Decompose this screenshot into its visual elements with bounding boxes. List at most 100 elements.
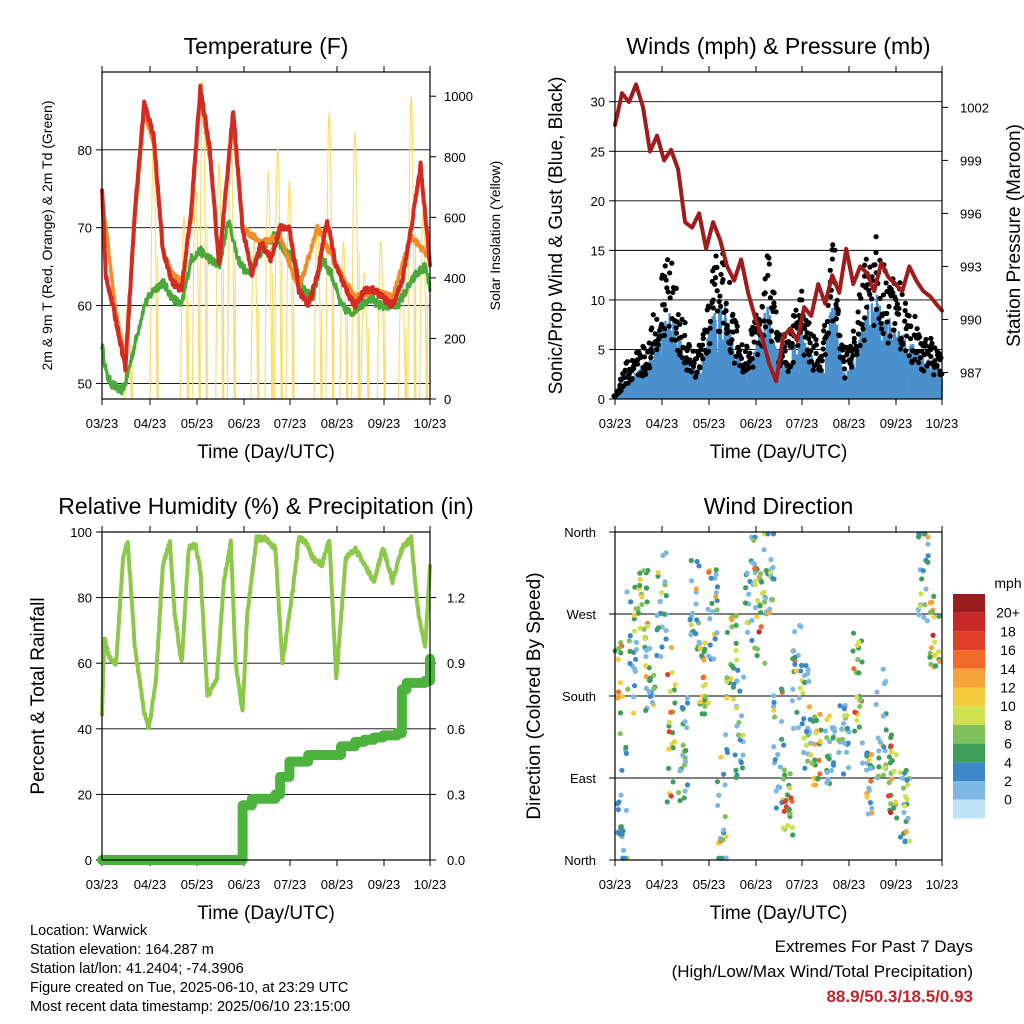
direction-point [651,672,657,678]
gust-point [749,356,755,362]
direction-point [627,660,633,667]
direction-point [917,603,923,610]
direction-point [927,609,934,616]
direction-point [639,601,645,608]
x-tick-label-2-2: 05/23 [693,416,726,431]
gust-point [624,359,631,365]
legend-swatch-9 [953,762,985,781]
direction-point [669,669,675,676]
direction-point [637,625,643,631]
direction-point [696,640,703,646]
y-tick-label-1-3: 80 [78,143,92,158]
direction-point [840,771,847,777]
direction-point [781,742,787,748]
direction-point [805,667,811,673]
direction-point [639,594,645,600]
gust-point [835,308,841,314]
gust-point [655,342,662,348]
direction-point [682,719,688,725]
direction-point [824,769,830,776]
gust-point [789,343,795,350]
direction-point [663,593,669,599]
direction-point [859,659,865,665]
y-axis-label-1: 2m & 9m T (Red, Orange) & 2m Td (Green) [39,101,55,371]
direction-point [749,637,755,644]
gust-point [863,256,869,262]
direction-point [810,718,816,724]
direction-point [616,645,622,652]
direction-point [720,771,727,777]
direction-point [778,718,785,725]
gust-point [677,321,683,327]
direction-point [881,680,888,687]
direction-point [927,654,933,660]
direction-point [777,784,783,790]
direction-point [740,752,746,758]
gust-point [766,261,772,267]
gust-point [807,340,813,346]
direction-point [777,764,783,770]
plot-border-2 [614,71,943,400]
solar-peak-9 [273,147,282,400]
direction-point [921,614,927,620]
direction-point [857,697,863,703]
direction-point [801,679,808,686]
gust-point [667,295,673,301]
direction-point [787,771,793,777]
x-tick-label-4-0: 03/23 [599,877,632,892]
gust-point [673,285,679,291]
direction-point [739,765,746,771]
gust-point [880,292,886,298]
gust-point [837,333,843,339]
direction-point [824,716,830,723]
extremes-subtitle: (High/Low/Max Wind/Total Precipitation) [671,962,973,981]
gust-point [862,262,868,268]
gust-point [819,358,825,364]
direction-point [714,607,720,613]
direction-point [631,694,637,700]
direction-point [735,667,741,673]
gust-point [793,307,799,313]
direction-point [830,735,836,741]
direction-point [637,582,643,589]
direction-point [788,795,794,801]
gust-point [830,242,836,248]
direction-point [824,735,830,741]
gust-point [892,320,898,327]
direction-point [803,728,810,735]
legend-swatch-6 [953,706,985,725]
direction-point [873,701,879,708]
gust-point [712,281,718,287]
gust-point [899,291,905,298]
direction-point [790,832,796,838]
direction-point [925,534,931,540]
gust-point [663,277,669,283]
gust-point [806,320,812,326]
direction-point [802,765,808,771]
gust-point [673,330,680,336]
direction-point [651,685,657,692]
direction-point [855,656,861,663]
x-tick-label-3-2: 05/23 [181,877,214,892]
gust-point [675,311,681,318]
direction-point [841,740,848,746]
y2-tick-label-1-3: 600 [444,210,466,225]
direction-point [814,776,821,782]
gust-point [896,305,902,312]
gust-point [859,321,865,328]
direction-point [888,809,894,816]
plot-border-3 [101,531,431,861]
gust-point [723,300,729,306]
direction-point [625,686,631,692]
x-tick-label-1-5: 08/23 [321,416,354,431]
gust-point [871,322,877,329]
gust-point [773,309,779,315]
direction-point [658,653,664,660]
direction-point [801,716,807,722]
x-tick-label-1-4: 07/23 [274,416,307,431]
gust-point [669,337,675,343]
recent-text: Most recent data timestamp: 2025/06/10 2… [30,999,351,1015]
direction-point [645,623,651,629]
speed-legend: mph 20+ 18 16 14 12 10 8 6 4 2 0 [953,575,1022,819]
direction-point [724,678,730,685]
